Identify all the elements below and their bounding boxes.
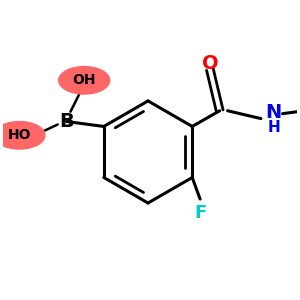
Ellipse shape [59,67,110,94]
Text: H: H [267,120,280,135]
Text: HO: HO [8,128,31,142]
Text: OH: OH [73,73,96,87]
Text: F: F [194,204,206,222]
Text: B: B [59,112,74,131]
Text: O: O [202,54,218,73]
Text: N: N [266,103,282,122]
Ellipse shape [0,122,45,149]
